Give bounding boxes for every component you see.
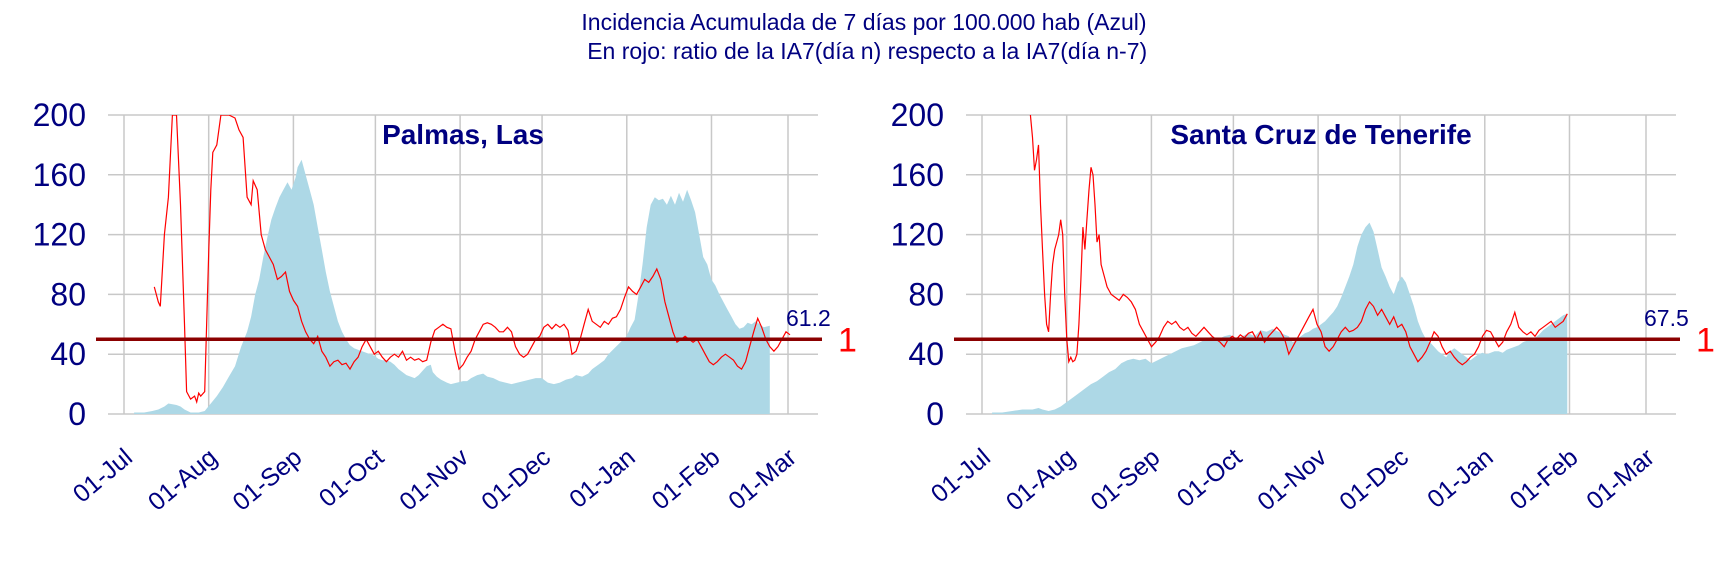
y-tick-label: 200 [33,97,86,133]
x-tick-label: 01-Jul [926,443,996,508]
incidence-area [992,222,1568,414]
x-tick-label: 01-Jul [68,443,138,508]
x-tick-label: 01-Feb [1505,443,1584,515]
x-tick-label: 01-Oct [1172,443,1248,513]
y-tick-label: 80 [50,276,86,312]
last-value-label: 67.5 [1644,305,1689,331]
ratio-line [1029,115,1568,366]
x-tick-label: 01-Dec [476,443,556,516]
x-tick-label: 01-Feb [647,443,726,515]
x-tick-label: 01-Mar [723,443,802,515]
x-tick-label: 01-Oct [314,443,390,513]
y-tick-label: 120 [891,217,944,253]
panel-title: Santa Cruz de Tenerife [1170,119,1471,150]
x-tick-label: 01-Mar [1581,443,1660,515]
x-tick-label: 01-Jan [1422,443,1499,514]
y-tick-label: 120 [33,217,86,253]
y-tick-label: 40 [908,336,944,372]
page-title-line-1: Incidencia Acumulada de 7 días por 100.0… [581,9,1147,35]
y-tick-label: 200 [891,97,944,133]
y-tick-label: 160 [891,157,944,193]
x-tick-label: 01-Nov [394,443,474,517]
y-tick-label: 0 [926,396,944,432]
page-title-line-2: En rojo: ratio de la IA7(día n) respecto… [580,38,1148,64]
x-tick-label: 01-Aug [143,443,223,516]
incidence-area [134,159,770,414]
y-tick-label: 80 [908,276,944,312]
x-tick-label: 01-Sep [1086,443,1166,516]
reference-label: 1 [1696,321,1715,359]
y-tick-label: 40 [50,336,86,372]
x-tick-label: 01-Jan [564,443,641,514]
last-value-label: 61.2 [786,305,831,331]
x-tick-label: 01-Aug [1001,443,1081,516]
x-tick-label: 01-Dec [1334,443,1414,516]
panel-title: Palmas, Las [382,119,544,150]
reference-label: 1 [838,321,857,359]
page-title: Incidencia Acumulada de 7 días por 100.0… [0,8,1728,66]
x-tick-label: 01-Sep [228,443,308,516]
y-tick-label: 0 [68,396,86,432]
x-tick-label: 01-Nov [1252,443,1332,517]
y-tick-label: 160 [33,157,86,193]
